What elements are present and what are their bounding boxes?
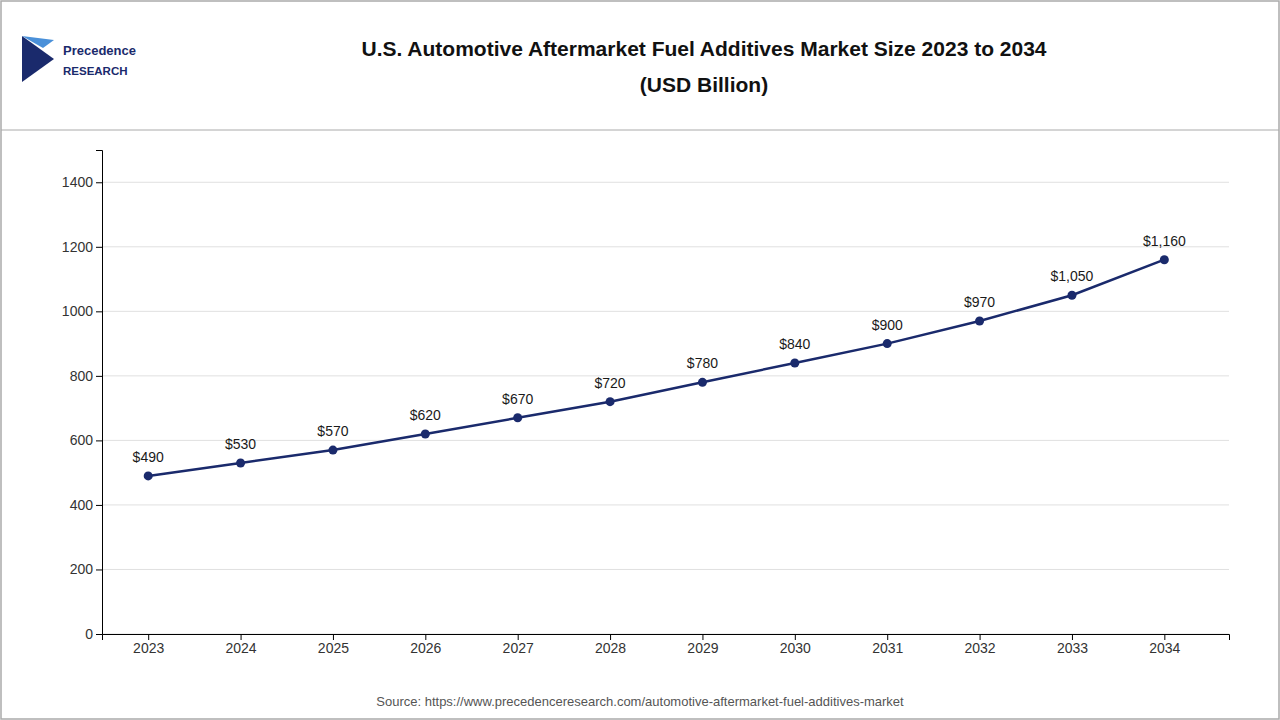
tick: 2033	[1057, 634, 1088, 656]
header-separator	[1, 130, 1279, 131]
grid-line	[102, 504, 1229, 505]
tick: 1000	[62, 303, 102, 319]
grid-line	[102, 182, 1229, 183]
marker	[975, 316, 984, 325]
tick-label: 800	[70, 368, 94, 384]
data-label: $1,050	[1051, 268, 1094, 284]
data-label: $780	[687, 355, 718, 371]
marker	[513, 413, 522, 422]
grid-line	[102, 246, 1229, 247]
tick: 2031	[872, 634, 903, 656]
tick: 800	[70, 368, 102, 384]
marker	[606, 397, 615, 406]
data-labels: $490 $530 $570 $620 $670 $720 $780 $840 $900 $970…	[133, 233, 1186, 465]
tick-label: 2026	[410, 640, 441, 656]
tick: 2026	[410, 634, 441, 656]
y-axis: 0 200 400 600 800 1000 1200 1400	[62, 151, 103, 642]
logo-text: Precedence	[63, 43, 136, 58]
tick-label: 1200	[62, 239, 93, 255]
x-axis: 2023 2024 2025 2026 2027 2028 2029 2030 2031 2032…	[103, 634, 1230, 656]
tick-mark	[96, 634, 102, 635]
plot-area	[144, 255, 1169, 480]
logo: Precedence RESEARCH	[22, 36, 136, 82]
tick: 2027	[503, 634, 534, 656]
tick-mark	[96, 311, 102, 312]
logo-icon	[22, 36, 54, 48]
tick-label: 2025	[318, 640, 349, 656]
grid	[102, 182, 1229, 634]
axis-line	[96, 151, 103, 635]
tick: 2032	[965, 634, 996, 656]
grid-line	[102, 311, 1229, 312]
tick-label: 2023	[133, 640, 164, 656]
grid-line	[102, 440, 1229, 441]
tick-mark	[96, 440, 102, 441]
tick: 2025	[318, 634, 349, 656]
tick-label: 2033	[1057, 640, 1088, 656]
marker	[698, 378, 707, 387]
data-label: $1,160	[1143, 233, 1186, 249]
background	[0, 0, 1280, 720]
logo-icon	[22, 36, 54, 82]
logo-text: RESEARCH	[63, 65, 128, 77]
tick-mark	[96, 505, 102, 506]
tick-mark	[96, 182, 102, 183]
marker	[883, 339, 892, 348]
grid-line	[102, 569, 1229, 570]
tick: 2030	[780, 634, 811, 656]
tick: 200	[70, 561, 102, 577]
chart: Precedence RESEARCH U.S. Automotive Afterm…	[0, 0, 1280, 720]
tick-label: 2027	[503, 640, 534, 656]
data-label: $570	[317, 423, 348, 439]
marker	[144, 471, 153, 480]
tick-label: 2028	[595, 640, 626, 656]
tick: 2024	[225, 634, 256, 656]
tick-label: 600	[70, 432, 94, 448]
tick-mark	[96, 247, 102, 248]
tick: 600	[70, 432, 102, 448]
tick-label: 1400	[62, 174, 93, 190]
tick: 1200	[62, 239, 102, 255]
marker	[790, 358, 799, 367]
data-label: $900	[872, 317, 903, 333]
data-label: $620	[410, 407, 441, 423]
grid-line	[102, 375, 1229, 376]
tick-label: 1000	[62, 303, 93, 319]
data-label: $970	[964, 294, 995, 310]
marker	[236, 458, 245, 467]
tick: 1400	[62, 174, 102, 190]
tick: 400	[70, 497, 102, 513]
tick-label: 2032	[965, 640, 996, 656]
tick-label: 2029	[687, 640, 718, 656]
data-label: $720	[594, 375, 625, 391]
marker	[421, 429, 430, 438]
tick-mark	[96, 376, 102, 377]
tick-label: 400	[70, 497, 94, 513]
tick: 2029	[687, 634, 718, 656]
tick: 2023	[133, 634, 164, 656]
tick: 0	[85, 626, 102, 642]
tick-mark	[96, 569, 102, 570]
marker	[1160, 255, 1169, 264]
source: Source: https://www.precedenceresearch.c…	[376, 694, 904, 709]
tick-label: 200	[70, 561, 94, 577]
marker	[328, 446, 337, 455]
data-label: $670	[502, 391, 533, 407]
tick-label: 2031	[872, 640, 903, 656]
data-label: $840	[779, 336, 810, 352]
tick-label: 2030	[780, 640, 811, 656]
tick-label: 0	[85, 626, 93, 642]
subtitle: (USD Billion)	[640, 73, 768, 96]
data-label: $530	[225, 436, 256, 452]
tick: 2028	[595, 634, 626, 656]
data-label: $490	[133, 449, 164, 465]
title: U.S. Automotive Aftermarket Fuel Additiv…	[361, 37, 1046, 60]
tick-label: 2034	[1149, 640, 1180, 656]
line	[148, 260, 1164, 476]
marker	[1067, 291, 1076, 300]
frame	[1, 1, 1279, 719]
tick: 2034	[1149, 634, 1180, 656]
tick-label: 2024	[225, 640, 256, 656]
